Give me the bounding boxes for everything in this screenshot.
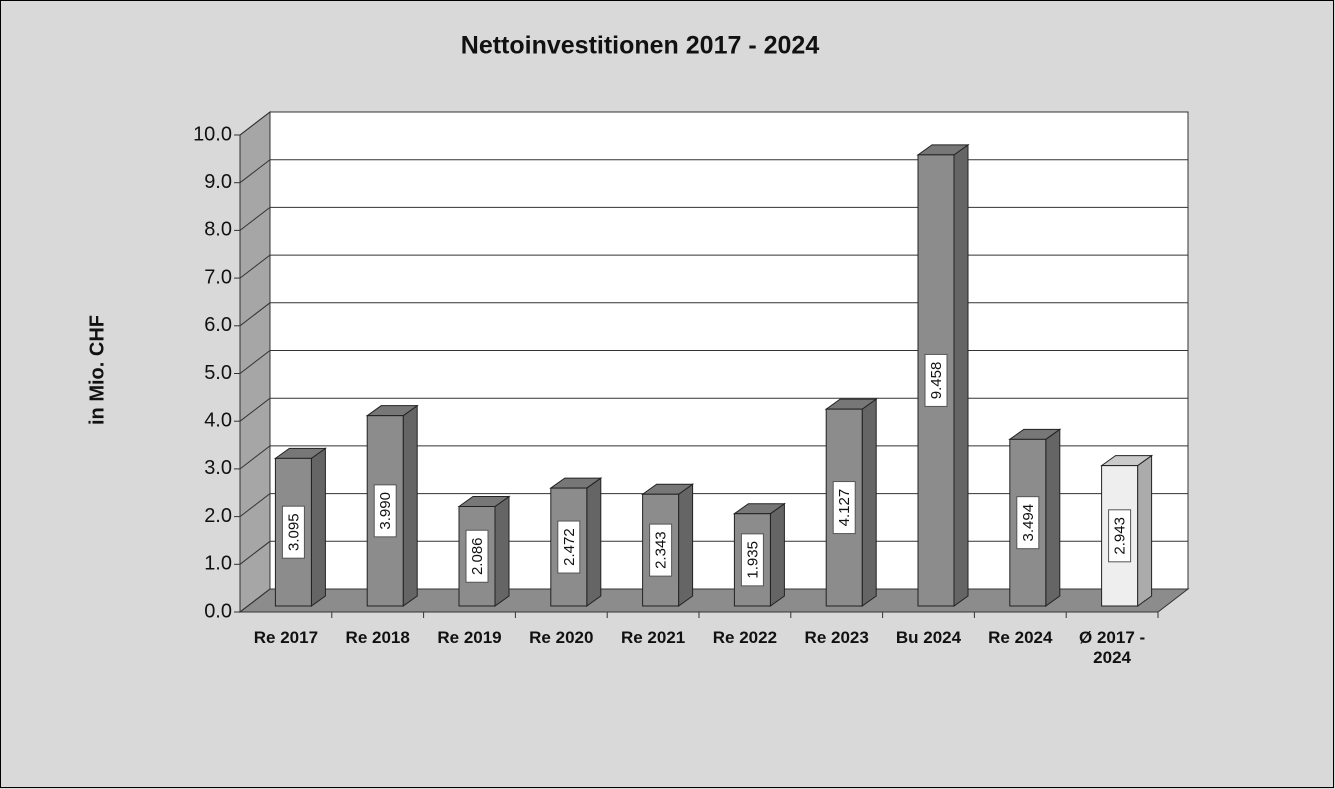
value-label: 4.127 <box>836 489 853 527</box>
y-tick-label: 1.0 <box>204 553 232 575</box>
value-label-box <box>649 523 673 577</box>
x-tick-label: Re 2019 <box>437 628 502 647</box>
value-label-box <box>740 533 764 587</box>
y-tick-label: 4.0 <box>204 409 232 431</box>
y-tick-label: 10.0 <box>193 123 232 145</box>
value-label-box <box>832 481 856 535</box>
x-tick-label: Re 2022 <box>712 628 778 647</box>
value-label: 3.990 <box>377 492 394 530</box>
value-label-group: 3.095 <box>281 505 305 559</box>
grid-line <box>239 445 1188 470</box>
x-tick-label: Re 2020 <box>529 628 594 647</box>
value-label: 2.472 <box>561 528 578 566</box>
value-label: 9.458 <box>928 362 945 400</box>
value-label-box <box>557 520 581 574</box>
value-label: 1.935 <box>744 541 761 579</box>
bar-side <box>1045 428 1061 607</box>
x-tick-label: Bu 2024 <box>895 628 962 647</box>
y-tick-label: 2.0 <box>204 505 232 527</box>
chart-title: Nettoinvestitionen 2017 - 2024 <box>461 32 820 60</box>
grid-line <box>239 493 1188 517</box>
x-tick-label: Re 2017 <box>253 628 319 647</box>
grid-line <box>239 350 1188 374</box>
value-label-group: 4.127 <box>832 481 856 535</box>
value-label-box <box>1108 509 1132 563</box>
grid-line <box>239 159 1188 184</box>
value-label-box <box>1016 496 1040 550</box>
y-tick-label: 3.0 <box>204 457 232 479</box>
bar-side <box>861 398 877 607</box>
value-label-box <box>465 529 489 583</box>
bar-side <box>769 502 785 607</box>
value-label-group: 3.494 <box>1016 496 1040 550</box>
grid-line <box>239 111 1188 136</box>
y-tick-label: 6.0 <box>204 314 232 336</box>
bar-side <box>494 495 510 607</box>
value-label: 2.943 <box>1112 517 1129 555</box>
value-label: 3.095 <box>285 513 302 551</box>
value-label-group: 3.990 <box>373 484 397 538</box>
grid-line <box>239 302 1188 327</box>
bar-side <box>1137 454 1153 607</box>
value-label-box <box>373 484 397 538</box>
value-label-group: 2.472 <box>557 520 581 574</box>
x-tick-label: Re 2023 <box>804 628 869 647</box>
bar-side <box>953 143 969 607</box>
value-label: 3.494 <box>1020 504 1037 542</box>
value-label-group: 2.943 <box>1108 509 1132 563</box>
y-tick-label: 7.0 <box>204 266 232 288</box>
value-label-group: 1.935 <box>740 533 764 587</box>
y-tick-label: 8.0 <box>204 219 232 241</box>
value-label-group: 9.458 <box>924 353 948 407</box>
bar-side <box>310 447 326 607</box>
y-axis-label: in Mio. CHF <box>86 315 108 425</box>
grid-line <box>239 588 1188 613</box>
bar-side <box>586 477 602 607</box>
y-tick-label: 5.0 <box>204 362 232 384</box>
x-tick-label: Re 2018 <box>345 628 410 647</box>
value-label: 2.343 <box>653 531 670 569</box>
value-label-box <box>281 505 305 559</box>
grid-line <box>239 397 1188 422</box>
bar <box>642 493 680 607</box>
bar-side <box>678 483 694 607</box>
grid-line <box>239 254 1188 279</box>
x-tick-label: Ø 2017 - 2024 <box>1079 628 1146 667</box>
x-tick-label: Re 2021 <box>620 628 686 647</box>
y-tick-label: 0.0 <box>204 600 232 622</box>
grid-line <box>239 540 1188 565</box>
value-label-box <box>924 353 948 407</box>
value-label: 2.086 <box>469 537 486 575</box>
bar-side <box>402 404 418 607</box>
value-label-group: 2.343 <box>649 523 673 577</box>
x-tick-label: Re 2024 <box>988 628 1053 647</box>
value-label-group: 2.086 <box>465 529 489 583</box>
grid-line <box>239 206 1188 231</box>
y-tick-label: 9.0 <box>204 171 232 193</box>
